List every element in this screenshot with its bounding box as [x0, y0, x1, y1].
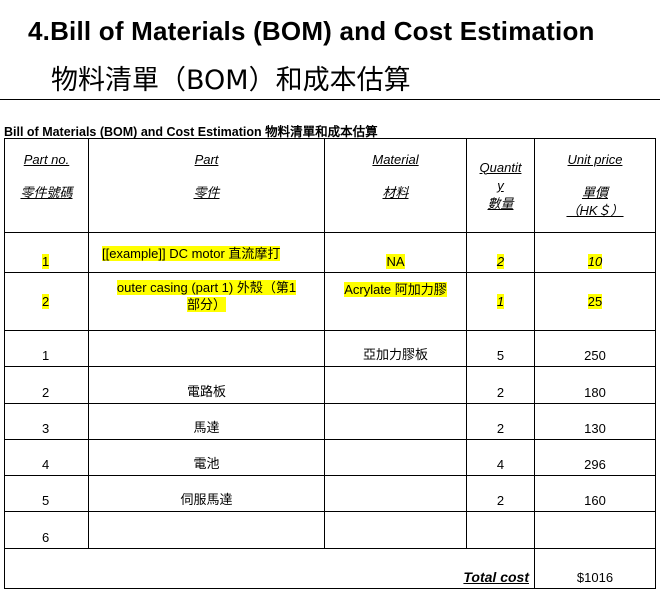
- table-row: 5 伺服馬達 2 160: [4, 475, 656, 512]
- cell-part: [88, 511, 325, 549]
- cell-part-no: 5: [4, 475, 89, 512]
- header-material: Material 材料: [324, 138, 467, 233]
- example-material: Acrylate 阿加力膠: [344, 282, 447, 297]
- cell-material: [324, 511, 467, 549]
- example-unit-price: 25: [587, 294, 603, 309]
- header-quantity: Quantit y 數量: [466, 138, 535, 233]
- cell-part-no: 3: [4, 403, 89, 440]
- cell-part-no: 2: [4, 366, 89, 404]
- cell-part: 電池: [88, 439, 325, 476]
- cell-material: [324, 366, 467, 404]
- cell-unit-price: 160: [534, 475, 656, 512]
- example-quantity: 2: [496, 254, 505, 269]
- cell-quantity: 2: [466, 366, 535, 404]
- cell-material: [324, 439, 467, 476]
- cell-part-no: 1: [4, 330, 89, 367]
- cell-unit-price: 130: [534, 403, 656, 440]
- cell-quantity: 2: [466, 403, 535, 440]
- total-cost-value: $1016: [534, 548, 656, 589]
- cell-part-no: 6: [4, 511, 89, 549]
- heading-english: 4.Bill of Materials (BOM) and Cost Estim…: [28, 16, 595, 46]
- cell-unit-price: 296: [534, 439, 656, 476]
- cell-unit-price: 180: [534, 366, 656, 404]
- cell-part: 電路板: [88, 366, 325, 404]
- bom-table: Part no. 零件號碼 Part 零件 Material 材料 Quanti…: [4, 138, 656, 589]
- cell-material: [324, 475, 467, 512]
- header-part-no: Part no. 零件號碼: [4, 138, 89, 233]
- table-header-row: Part no. 零件號碼 Part 零件 Material 材料 Quanti…: [4, 138, 656, 233]
- cell-quantity: [466, 511, 535, 549]
- cell-quantity: 4: [466, 439, 535, 476]
- heading-divider: [0, 99, 660, 100]
- header-unit-price: Unit price 單價 （HK＄）: [534, 138, 656, 233]
- table-row: 2 電路板 2 180: [4, 366, 656, 404]
- cell-part: [88, 330, 325, 367]
- table-row: 1 亞加力膠板 5 250: [4, 330, 656, 367]
- example-part: 部分）: [186, 297, 226, 312]
- example-row: 2 outer casing (part 1) 外殼（第1 部分） Acryla…: [4, 272, 656, 331]
- table-caption: Bill of Materials (BOM) and Cost Estimat…: [4, 125, 378, 139]
- example-part: outer casing (part 1) 外殼（第1: [116, 280, 297, 295]
- table-row: 4 電池 4 296: [4, 439, 656, 476]
- cell-part: 伺服馬達: [88, 475, 325, 512]
- example-unit-price: 10: [587, 254, 603, 269]
- header-part: Part 零件: [88, 138, 325, 233]
- example-part: [[example]] DC motor 直流摩打: [102, 246, 281, 261]
- cell-part-no: 4: [4, 439, 89, 476]
- table-row: 6: [4, 511, 656, 549]
- cell-part: 馬達: [88, 403, 325, 440]
- total-row: Total cost $1016: [4, 548, 656, 589]
- heading-chinese: 物料清單（BOM）和成本估算: [51, 65, 411, 96]
- example-material: NA: [386, 254, 405, 269]
- cell-unit-price: [534, 511, 656, 549]
- table-row: 3 馬達 2 130: [4, 403, 656, 440]
- cell-unit-price: 250: [534, 330, 656, 367]
- cell-quantity: 5: [466, 330, 535, 367]
- example-part-no: 1: [42, 254, 50, 269]
- total-cost-label: Total cost: [463, 569, 529, 585]
- example-row: 1 [[example]] DC motor 直流摩打 NA 2 10: [4, 232, 656, 273]
- example-part-no: 2: [42, 294, 50, 309]
- cell-material: [324, 403, 467, 440]
- example-quantity: 1: [496, 294, 505, 309]
- cell-material: 亞加力膠板: [324, 330, 467, 367]
- cell-quantity: 2: [466, 475, 535, 512]
